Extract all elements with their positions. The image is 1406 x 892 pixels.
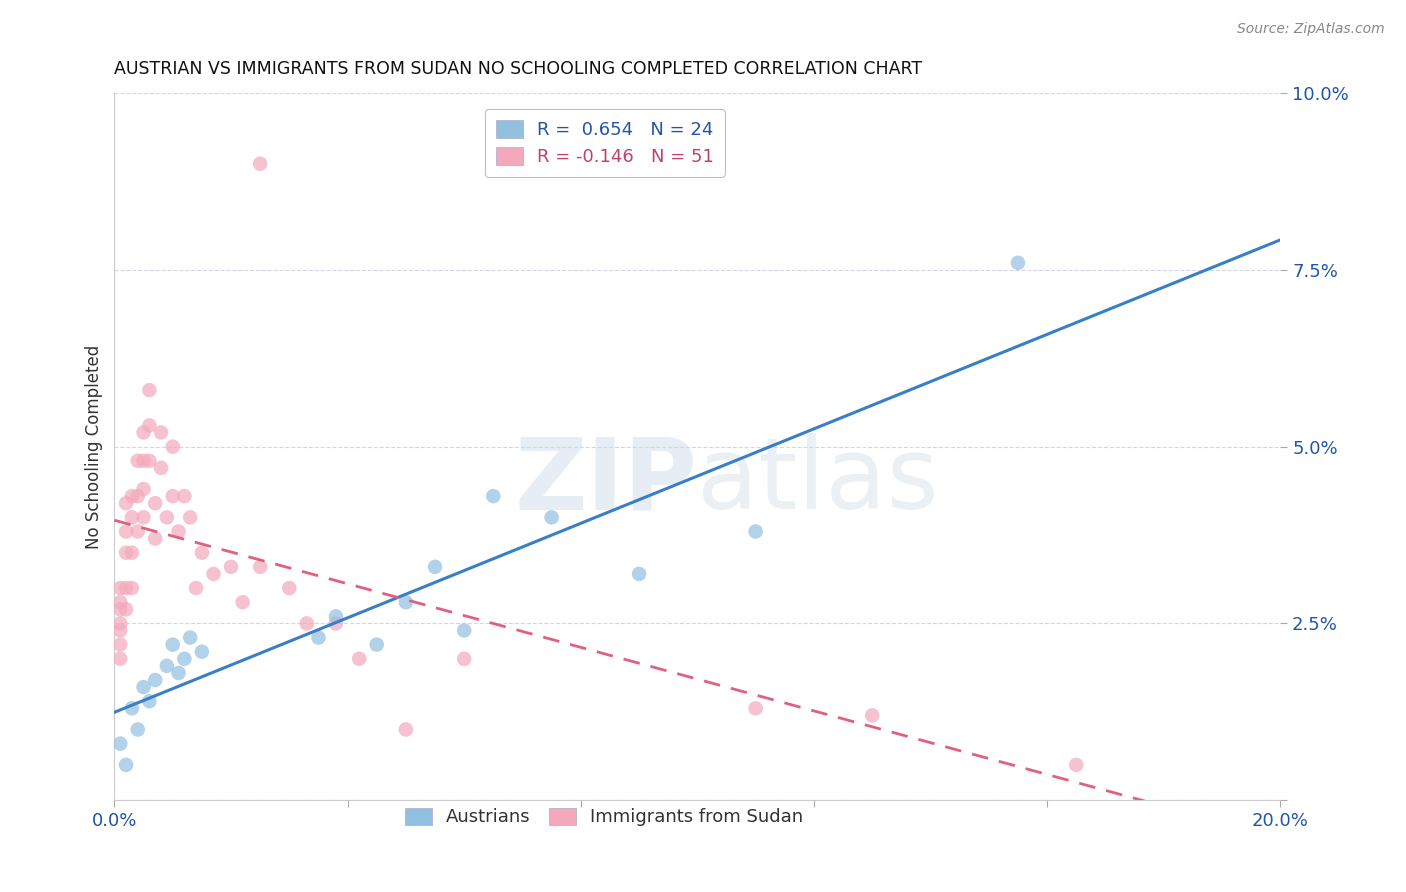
Point [179, 631, 201, 645]
Point [191, 546, 214, 560]
Point [453, 624, 475, 638]
Point [132, 680, 155, 694]
Point [307, 631, 329, 645]
Point [173, 652, 195, 666]
Point [121, 546, 143, 560]
Point [423, 559, 446, 574]
Point [540, 510, 562, 524]
Point [121, 701, 143, 715]
Point [115, 546, 138, 560]
Point [744, 524, 766, 539]
Point [156, 510, 179, 524]
Point [132, 510, 155, 524]
Point [115, 602, 138, 616]
Point [132, 425, 155, 440]
Point [1007, 256, 1029, 270]
Point [860, 708, 883, 723]
Point [453, 652, 475, 666]
Point [132, 454, 155, 468]
Point [121, 510, 143, 524]
Point [121, 581, 143, 595]
Point [249, 157, 271, 171]
Point [110, 602, 132, 616]
Point [219, 559, 242, 574]
Point [325, 609, 347, 624]
Point [143, 673, 166, 687]
Point [366, 638, 388, 652]
Point [143, 532, 166, 546]
Text: AUSTRIAN VS IMMIGRANTS FROM SUDAN NO SCHOOLING COMPLETED CORRELATION CHART: AUSTRIAN VS IMMIGRANTS FROM SUDAN NO SCH… [114, 60, 922, 78]
Point [127, 489, 149, 503]
Point [138, 418, 160, 433]
Point [150, 460, 173, 475]
Point [349, 652, 371, 666]
Point [1064, 757, 1087, 772]
Point [156, 658, 179, 673]
Point [202, 566, 225, 581]
Point [162, 638, 184, 652]
Point [167, 665, 190, 680]
Point [138, 694, 160, 708]
Point [138, 383, 160, 397]
Point [110, 737, 132, 751]
Point [127, 723, 149, 737]
Point [162, 440, 184, 454]
Point [138, 454, 160, 468]
Point [110, 595, 132, 609]
Point [173, 489, 195, 503]
Text: Source: ZipAtlas.com: Source: ZipAtlas.com [1237, 22, 1385, 37]
Point [395, 723, 418, 737]
Point [325, 616, 347, 631]
Point [110, 616, 132, 631]
Point [184, 581, 207, 595]
Point [744, 701, 766, 715]
Y-axis label: No Schooling Completed: No Schooling Completed [86, 344, 103, 549]
Point [132, 482, 155, 496]
Point [127, 524, 149, 539]
Point [232, 595, 254, 609]
Text: atlas: atlas [697, 434, 939, 531]
Point [110, 581, 132, 595]
Point [295, 616, 318, 631]
Point [249, 559, 271, 574]
Point [278, 581, 301, 595]
Point [110, 652, 132, 666]
Point [191, 645, 214, 659]
Point [167, 524, 190, 539]
Point [115, 757, 138, 772]
Point [121, 489, 143, 503]
Legend: Austrians, Immigrants from Sudan: Austrians, Immigrants from Sudan [398, 800, 811, 834]
Point [482, 489, 505, 503]
Point [115, 581, 138, 595]
Point [127, 454, 149, 468]
Point [110, 638, 132, 652]
Point [150, 425, 173, 440]
Text: ZIP: ZIP [515, 434, 697, 531]
Point [179, 510, 201, 524]
Point [143, 496, 166, 510]
Point [115, 524, 138, 539]
Point [110, 624, 132, 638]
Point [395, 595, 418, 609]
Point [115, 496, 138, 510]
Point [162, 489, 184, 503]
Point [628, 566, 651, 581]
